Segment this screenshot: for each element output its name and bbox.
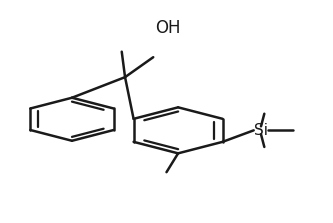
- Text: OH: OH: [156, 19, 181, 37]
- Text: Si: Si: [254, 123, 268, 138]
